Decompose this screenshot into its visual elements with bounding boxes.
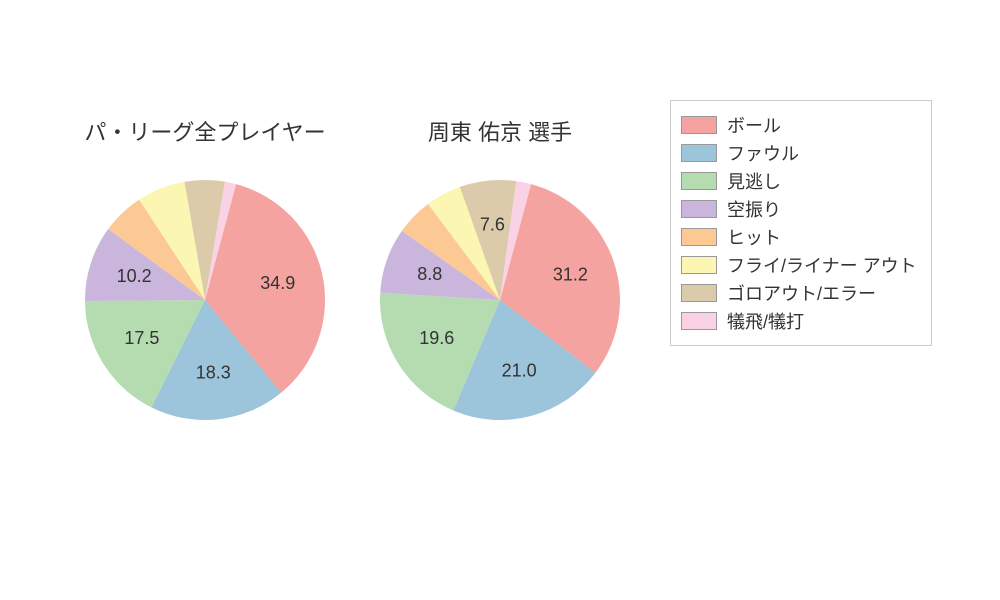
pie-chart: 31.2 21.0 19.6 8.8 7.6 bbox=[378, 178, 622, 422]
legend-item-foul: ファウル bbox=[681, 139, 917, 167]
chart-title: 周東 佑京 選手 bbox=[390, 115, 610, 147]
legend-swatch bbox=[681, 228, 717, 246]
slice-label-foul: 21.0 bbox=[502, 361, 537, 381]
legend-label: ゴロアウト/エラー bbox=[727, 280, 876, 306]
legend-item-flyout: フライ/ライナー アウト bbox=[681, 251, 917, 279]
slice-label-ball: 34.9 bbox=[260, 273, 295, 293]
chart-title: パ・リーグ全プレイヤー bbox=[75, 115, 335, 147]
legend-label: ヒット bbox=[727, 224, 781, 250]
legend-swatch bbox=[681, 284, 717, 302]
legend-label: ファウル bbox=[727, 140, 799, 166]
legend-swatch bbox=[681, 256, 717, 274]
slice-label-look: 19.6 bbox=[419, 328, 454, 348]
legend-item-look: 見逃し bbox=[681, 167, 917, 195]
legend-swatch bbox=[681, 200, 717, 218]
legend: ボールファウル見逃し空振りヒットフライ/ライナー アウトゴロアウト/エラー犠飛/… bbox=[670, 100, 932, 346]
chart-stage: パ・リーグ全プレイヤー 34.9 18.3 17.5 10.2 周東 佑京 選手 31.2 2… bbox=[0, 0, 1000, 600]
legend-item-sacrifice: 犠飛/犠打 bbox=[681, 307, 917, 335]
legend-swatch bbox=[681, 312, 717, 330]
legend-item-swing: 空振り bbox=[681, 195, 917, 223]
legend-swatch bbox=[681, 144, 717, 162]
legend-label: ボール bbox=[727, 112, 781, 138]
legend-label: 犠飛/犠打 bbox=[727, 308, 804, 334]
slice-label-foul: 18.3 bbox=[196, 363, 231, 383]
slice-label-swing: 8.8 bbox=[417, 264, 442, 284]
legend-item-ball: ボール bbox=[681, 111, 917, 139]
slice-label-groundout: 7.6 bbox=[480, 215, 505, 235]
legend-item-hit: ヒット bbox=[681, 223, 917, 251]
pie-chart: 34.9 18.3 17.5 10.2 bbox=[83, 178, 327, 422]
legend-label: 見逃し bbox=[727, 168, 781, 194]
legend-swatch bbox=[681, 172, 717, 190]
legend-label: 空振り bbox=[727, 196, 781, 222]
legend-item-groundout: ゴロアウト/エラー bbox=[681, 279, 917, 307]
slice-label-swing: 10.2 bbox=[117, 266, 152, 286]
legend-label: フライ/ライナー アウト bbox=[727, 252, 917, 278]
slice-label-look: 17.5 bbox=[124, 328, 159, 348]
slice-label-ball: 31.2 bbox=[553, 265, 588, 285]
legend-swatch bbox=[681, 116, 717, 134]
